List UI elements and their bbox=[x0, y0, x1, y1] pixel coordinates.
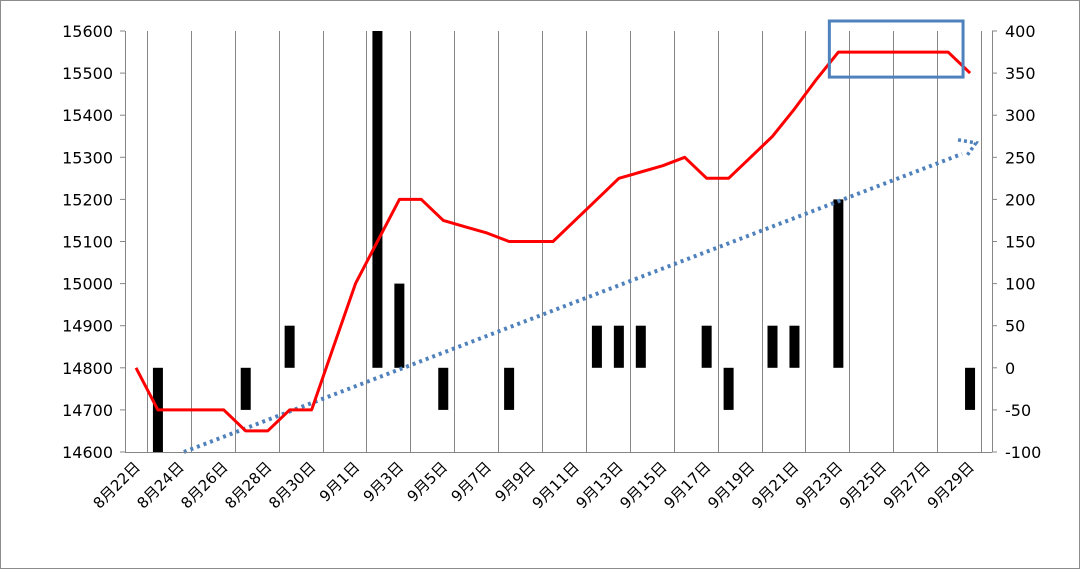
left-tick-label: 15200 bbox=[62, 190, 113, 209]
left-tick-label: 15400 bbox=[62, 106, 113, 125]
right-tick-label: 300 bbox=[1005, 106, 1036, 125]
x-tick-label: 9月19日 bbox=[704, 458, 758, 512]
bar bbox=[723, 367, 734, 410]
trendline-path bbox=[183, 152, 963, 454]
left-tick-label: 14700 bbox=[62, 401, 113, 420]
left-tick-label: 14800 bbox=[62, 359, 113, 378]
x-tick-label: 9月29日 bbox=[924, 458, 978, 512]
right-tick-label: 0 bbox=[1005, 359, 1015, 378]
right-tick-label: 250 bbox=[1005, 148, 1036, 167]
x-tick-label: 8月30日 bbox=[265, 458, 319, 512]
highlight-rect bbox=[827, 19, 965, 79]
x-tick-label: 8月24日 bbox=[134, 458, 188, 512]
x-tick-label: 9月25日 bbox=[836, 458, 890, 512]
left-tick-label: 15600 bbox=[62, 22, 113, 41]
left-tick-label: 14900 bbox=[62, 317, 113, 336]
bar bbox=[240, 367, 251, 410]
bar bbox=[833, 199, 844, 368]
right-tick-label: 350 bbox=[1005, 64, 1036, 83]
x-tick-label: 9月1日 bbox=[316, 458, 363, 505]
bar bbox=[591, 325, 602, 368]
bar bbox=[965, 367, 976, 410]
bar bbox=[372, 31, 383, 368]
x-tick-label: 8月22日 bbox=[90, 458, 144, 512]
trendline-arrowhead bbox=[957, 138, 980, 158]
bar bbox=[504, 367, 515, 410]
bar-series bbox=[152, 31, 976, 452]
x-tick-label: 9月13日 bbox=[572, 458, 626, 512]
x-tick-label: 8月28日 bbox=[221, 458, 275, 512]
right-tick-label: 50 bbox=[1005, 317, 1025, 336]
x-tick-label: 8月26日 bbox=[177, 458, 231, 512]
gridlines bbox=[147, 31, 982, 452]
x-tick-label: 9月21日 bbox=[748, 458, 802, 512]
left-tick-label: 15100 bbox=[62, 233, 113, 252]
trendline bbox=[183, 138, 980, 454]
x-tick-label: 9月15日 bbox=[616, 458, 670, 512]
left-tick-label: 15500 bbox=[62, 64, 113, 83]
bar bbox=[613, 325, 624, 368]
left-tick-label: 15000 bbox=[62, 275, 113, 294]
x-tick-label: 9月11日 bbox=[529, 458, 583, 512]
x-tick-label: 9月7日 bbox=[448, 458, 495, 505]
line-path bbox=[134, 50, 972, 433]
left-tick-label: 15300 bbox=[62, 148, 113, 167]
bar bbox=[767, 325, 778, 368]
highlight-box bbox=[827, 19, 965, 79]
x-tick-label: 9月3日 bbox=[360, 458, 407, 505]
right-tick-label: 400 bbox=[1005, 22, 1036, 41]
left-tick-label: 14600 bbox=[62, 443, 113, 462]
right-tick-label: 150 bbox=[1005, 233, 1036, 252]
bar bbox=[394, 283, 405, 368]
bar bbox=[635, 325, 646, 368]
axes bbox=[120, 30, 997, 453]
bar bbox=[701, 325, 712, 368]
right-tick-label: -50 bbox=[1005, 401, 1031, 420]
bar bbox=[284, 325, 295, 368]
line-series bbox=[134, 50, 972, 433]
x-tick-label: 9月23日 bbox=[792, 458, 846, 512]
x-tick-label: 9月27日 bbox=[880, 458, 934, 512]
right-tick-label: 100 bbox=[1005, 275, 1036, 294]
bar bbox=[789, 325, 800, 368]
bar bbox=[438, 367, 449, 410]
x-tick-label: 9月17日 bbox=[660, 458, 714, 512]
right-tick-label: -100 bbox=[1005, 443, 1041, 462]
x-tick-label: 9月5日 bbox=[404, 458, 451, 505]
tick-labels: 14600 14700 14800 14900 15000 15100 15200 15300… bbox=[62, 22, 1041, 512]
right-tick-label: 200 bbox=[1005, 190, 1036, 209]
